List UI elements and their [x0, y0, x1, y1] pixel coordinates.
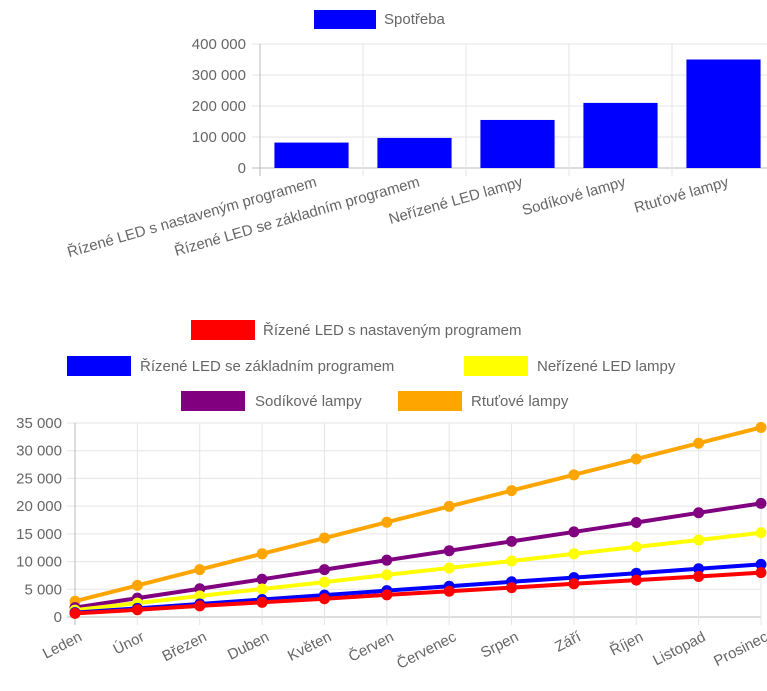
x-tick-label: Sodíkové lampy [520, 173, 628, 219]
series-line [73, 425, 763, 604]
y-tick-label: 5 000 [24, 581, 62, 598]
data-point [194, 590, 206, 602]
data-point [693, 563, 705, 575]
x-tick-label: Září [552, 628, 584, 656]
data-point [630, 453, 642, 465]
x-tick-label: Leden [40, 628, 85, 662]
bar [377, 137, 452, 168]
legend-swatch [181, 391, 245, 411]
data-point [318, 593, 330, 605]
legend-label: Rtuťové lampy [471, 393, 569, 410]
y-tick-label: 0 [238, 160, 246, 177]
data-point [506, 535, 518, 547]
data-point [443, 500, 455, 512]
data-point [131, 579, 143, 591]
y-tick-label: 20 000 [16, 498, 62, 515]
legend-label: Sodíkové lampy [255, 393, 362, 410]
data-point [568, 578, 580, 590]
data-point [755, 567, 767, 579]
data-point [568, 526, 580, 538]
x-tick-label: Červenec [394, 628, 459, 673]
series-line [73, 501, 763, 610]
y-tick-label: 35 000 [16, 415, 62, 432]
legend-swatch [191, 320, 255, 340]
line-chart: Řízené LED s nastaveným programem Řízené … [16, 320, 767, 673]
data-point [69, 607, 81, 619]
legend-swatch [398, 391, 462, 411]
legend-label-spotreba: Spotřeba [384, 11, 446, 28]
bar [583, 102, 658, 168]
data-point [443, 545, 455, 557]
data-point [381, 589, 393, 601]
data-point [443, 585, 455, 597]
x-tick-label: Říjen [607, 628, 646, 659]
data-point [318, 564, 330, 576]
data-point [755, 421, 767, 433]
data-point [693, 571, 705, 583]
data-point [506, 555, 518, 567]
series-line [73, 530, 763, 613]
data-point [506, 485, 518, 497]
y-tick-label: 15 000 [16, 526, 62, 543]
x-tick-label: Srpen [478, 628, 521, 661]
x-tick-label: Rtuťové lampy [632, 173, 731, 216]
data-point [443, 562, 455, 574]
legend-label: Neřízené LED lampy [537, 358, 676, 375]
data-point [693, 534, 705, 546]
data-point [256, 596, 268, 608]
data-point [381, 554, 393, 566]
x-tick-label: Červen [346, 628, 397, 665]
data-point [693, 437, 705, 449]
y-tick-label: 10 000 [16, 554, 62, 571]
y-tick-label: 400 000 [192, 36, 246, 53]
legend-swatch-spotreba [314, 10, 376, 29]
data-point [755, 527, 767, 539]
data-point [506, 582, 518, 594]
legend-swatch [67, 356, 131, 376]
data-point [318, 576, 330, 588]
data-point [381, 569, 393, 581]
y-tick-label: 200 000 [192, 98, 246, 115]
data-point [194, 600, 206, 612]
bar [686, 59, 761, 168]
data-point [256, 548, 268, 560]
data-point [630, 574, 642, 586]
data-point [256, 583, 268, 595]
x-tick-label: Březen [159, 628, 209, 665]
bar [274, 142, 349, 168]
x-tick-label: Duben [225, 628, 272, 663]
x-tick-label: Listopad [650, 628, 708, 669]
y-tick-label: 300 000 [192, 67, 246, 84]
data-point [256, 573, 268, 585]
data-point [693, 507, 705, 519]
data-point [755, 558, 767, 570]
data-point [630, 541, 642, 553]
data-point [755, 497, 767, 509]
bar [480, 119, 555, 168]
legend-label: Řízené LED se základním programem [140, 358, 394, 375]
x-tick-label: Únor [110, 628, 147, 658]
legend-swatch [464, 356, 528, 376]
series-line [73, 570, 763, 616]
x-tick-label: Prosinec [711, 628, 767, 670]
y-tick-label: 30 000 [16, 443, 62, 460]
data-point [630, 516, 642, 528]
y-tick-label: 25 000 [16, 470, 62, 487]
data-point [131, 604, 143, 616]
data-point [381, 516, 393, 528]
x-tick-label: Květen [285, 628, 334, 664]
y-tick-label: 100 000 [192, 129, 246, 146]
y-tick-label: 0 [54, 609, 62, 626]
data-point [318, 532, 330, 544]
data-point [568, 548, 580, 560]
data-point [194, 564, 206, 576]
legend-label: Řízené LED s nastaveným programem [263, 322, 521, 339]
data-point [568, 469, 580, 481]
